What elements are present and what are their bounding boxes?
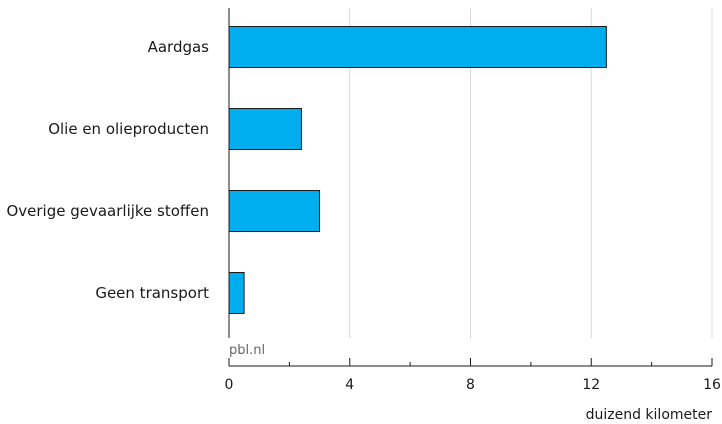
x-axis-ticks [228, 358, 713, 366]
bars [228, 26, 607, 314]
x-tick-label: 4 [345, 377, 354, 393]
x-tick-label: 12 [582, 377, 600, 393]
category-label: Overige gevaarlijke stoffen [6, 202, 209, 220]
category-label: Olie en olieproducten [48, 120, 209, 138]
category-label: Geen transport [95, 284, 209, 302]
bar [228, 108, 302, 150]
category-labels: Aardgas Olie en olieproducten Overige geva… [6, 38, 209, 302]
x-axis-tick-labels: 0 4 8 12 16 [225, 377, 721, 393]
bar [228, 272, 245, 314]
category-label: Aardgas [148, 38, 210, 56]
x-tick-label: 0 [225, 377, 234, 393]
x-tick-label: 8 [466, 377, 475, 393]
x-tick-label: 16 [703, 377, 721, 393]
x-axis-title: duizend kilometer [586, 407, 713, 423]
bar [228, 190, 321, 232]
source-label: pbl.nl [229, 343, 265, 358]
bar [228, 26, 607, 68]
